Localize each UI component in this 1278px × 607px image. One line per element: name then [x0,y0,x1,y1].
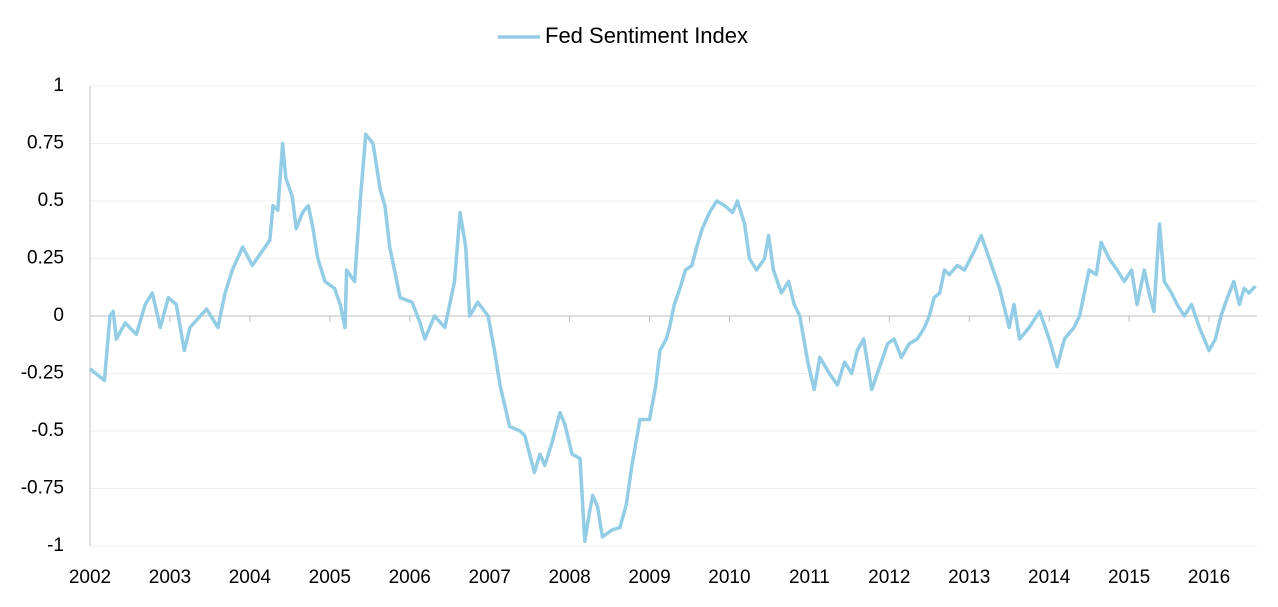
y-tick-label: 0 [53,305,64,326]
x-tick-label: 2006 [389,567,431,588]
x-tick-label: 2013 [948,567,990,588]
x-tick-label: 2014 [1028,567,1071,588]
x-tick-label: 2008 [548,567,590,588]
y-tick-label: 0.75 [27,133,64,154]
x-tick-label: 2010 [708,567,750,588]
y-tick-label: -0.5 [31,420,64,441]
x-tick-label: 2005 [309,567,351,588]
y-tick-label: 0.5 [38,190,64,211]
x-tick-label: 2011 [789,567,830,588]
y-tick-label: -0.75 [21,478,64,499]
x-tick-label: 2009 [628,567,670,588]
y-tick-label: -1 [47,535,64,556]
data-line [88,132,1257,544]
x-tick-label: 2015 [1108,567,1150,588]
x-tick-label: 2012 [868,567,910,588]
x-tick-label: 2004 [229,567,272,588]
y-tick-label: 1 [53,75,64,96]
x-tick-label: 2016 [1188,567,1230,588]
y-tick-label: -0.25 [21,363,64,384]
x-tick-label: 2003 [149,567,191,588]
x-tick-label: 2007 [469,567,511,588]
legend-label: Fed Sentiment Index [545,23,748,48]
x-tick-label: 2002 [69,567,111,588]
y-tick-label: 0.25 [27,248,64,269]
